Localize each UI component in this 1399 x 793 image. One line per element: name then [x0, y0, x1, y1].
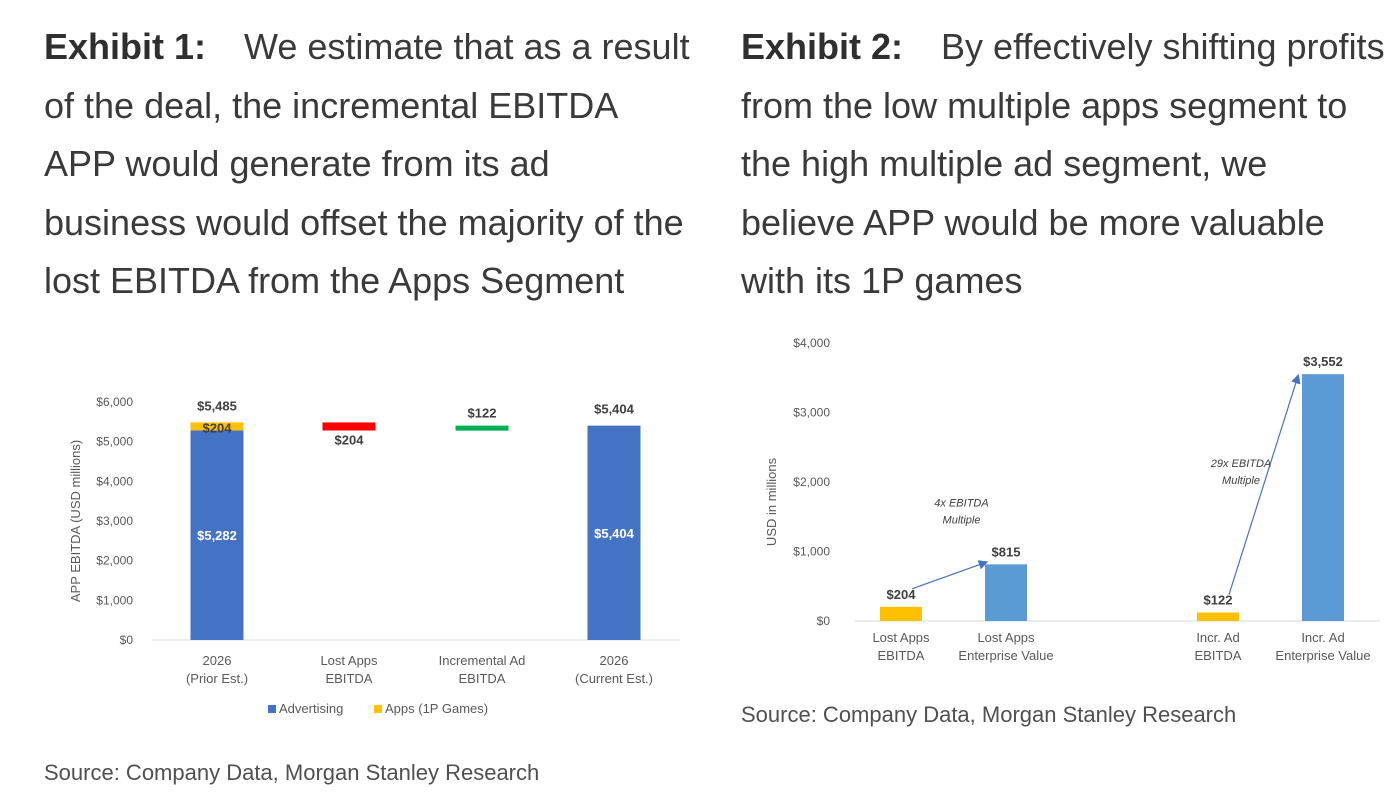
exhibit1-label: Exhibit 1:: [44, 26, 207, 67]
legend-label: Advertising: [279, 701, 343, 716]
multiple-arrow: [911, 560, 989, 590]
y-tick-label: $1,000: [793, 545, 830, 559]
annotation-text: 29x EBITDA: [1210, 458, 1272, 470]
x-tick-label: (Prior Est.): [186, 671, 248, 686]
exhibit2-title-block: Exhibit 2: By effectively shifting profit…: [741, 18, 1391, 311]
annotation-text: Multiple: [1222, 475, 1260, 487]
y-tick-label: $2,000: [96, 554, 133, 568]
bar: [880, 606, 922, 621]
x-tick-label: EBITDA: [878, 648, 925, 663]
waterfall-step-label: $204: [335, 433, 365, 448]
bar-data-label: $5,282: [197, 528, 237, 543]
bar-data-label: $122: [1204, 593, 1233, 608]
legend-label: Apps (1P Games): [385, 701, 488, 716]
x-tick-label: (Current Est.): [575, 671, 653, 686]
y-tick-label: $5,000: [96, 435, 133, 449]
x-tick-label: 2026: [203, 653, 232, 668]
x-tick-label: Lost Apps: [872, 630, 930, 645]
y-tick-label: $0: [120, 633, 134, 647]
annotation-text: 4x EBITDA: [934, 497, 988, 509]
y-tick-label: $1,000: [96, 593, 133, 607]
bar-advertising: [190, 430, 244, 640]
exhibit1-source: Source: Company Data, Morgan Stanley Res…: [44, 760, 540, 785]
x-tick-label: Lost Apps: [320, 653, 378, 668]
exhibit2-label: Exhibit 2:: [741, 26, 904, 67]
x-tick-label: EBITDA: [1195, 648, 1242, 663]
x-tick-label: Incr. Ad: [1301, 630, 1344, 645]
bar-advertising: [587, 425, 641, 640]
x-tick-label: Incremental Ad: [439, 653, 526, 668]
y-tick-label: $4,000: [96, 474, 133, 488]
legend-swatch: [268, 705, 276, 713]
exhibit2-bar-chart: USD in millions $0 $1,000 $2,000 $3,000 $4,00…: [764, 336, 1380, 663]
bar-data-label: $3,552: [1303, 354, 1343, 369]
exhibit1-title-block: Exhibit 1: We estimate that as a result o…: [44, 18, 694, 311]
x-tick-label: Incr. Ad: [1196, 630, 1239, 645]
exhibit1-waterfall-chart: APP EBITDA (USD millions) $0 $1,000 $2,000 $…: [68, 395, 680, 716]
y-tick-label: $0: [817, 614, 831, 628]
x-tick-label: EBITDA: [459, 671, 506, 686]
multiple-arrow: [1228, 373, 1301, 595]
x-tick-label: EBITDA: [326, 671, 373, 686]
waterfall-step-bar: [455, 425, 509, 431]
bar: [1197, 612, 1239, 621]
bar: [985, 564, 1027, 621]
bar-total-label: $5,485: [197, 398, 237, 413]
bar-data-label: $204: [887, 587, 917, 602]
y-tick-label: $4,000: [793, 336, 830, 350]
exhibit2-title: By effectively shifting profits from the…: [741, 26, 1385, 301]
y-tick-label: $6,000: [96, 395, 133, 409]
y-axis-title: APP EBITDA (USD millions): [68, 440, 83, 602]
exhibit1-title: We estimate that as a result of the deal…: [44, 26, 690, 301]
exhibit2-source: Source: Company Data, Morgan Stanley Res…: [741, 702, 1237, 727]
x-tick-label: Enterprise Value: [1275, 648, 1370, 663]
waterfall-step-label: $122: [468, 406, 497, 421]
y-axis-title: USD in millions: [764, 457, 779, 546]
y-tick-label: $3,000: [793, 406, 830, 420]
y-tick-label: $2,000: [793, 475, 830, 489]
y-tick-label: $3,000: [96, 514, 133, 528]
legend-swatch: [374, 705, 382, 713]
bar: [1302, 374, 1344, 621]
waterfall-step-bar: [322, 422, 376, 431]
bar-data-label: $815: [992, 544, 1021, 559]
bar-apps-1p-games-: [190, 422, 244, 431]
bar-data-label: $204: [203, 420, 233, 435]
x-tick-label: Enterprise Value: [958, 648, 1053, 663]
bar-data-label: $5,404: [594, 526, 635, 541]
bar-total-label: $5,404: [594, 402, 635, 417]
x-tick-label: 2026: [600, 653, 629, 668]
x-tick-label: Lost Apps: [977, 630, 1035, 645]
annotation-text: Multiple: [943, 514, 981, 526]
